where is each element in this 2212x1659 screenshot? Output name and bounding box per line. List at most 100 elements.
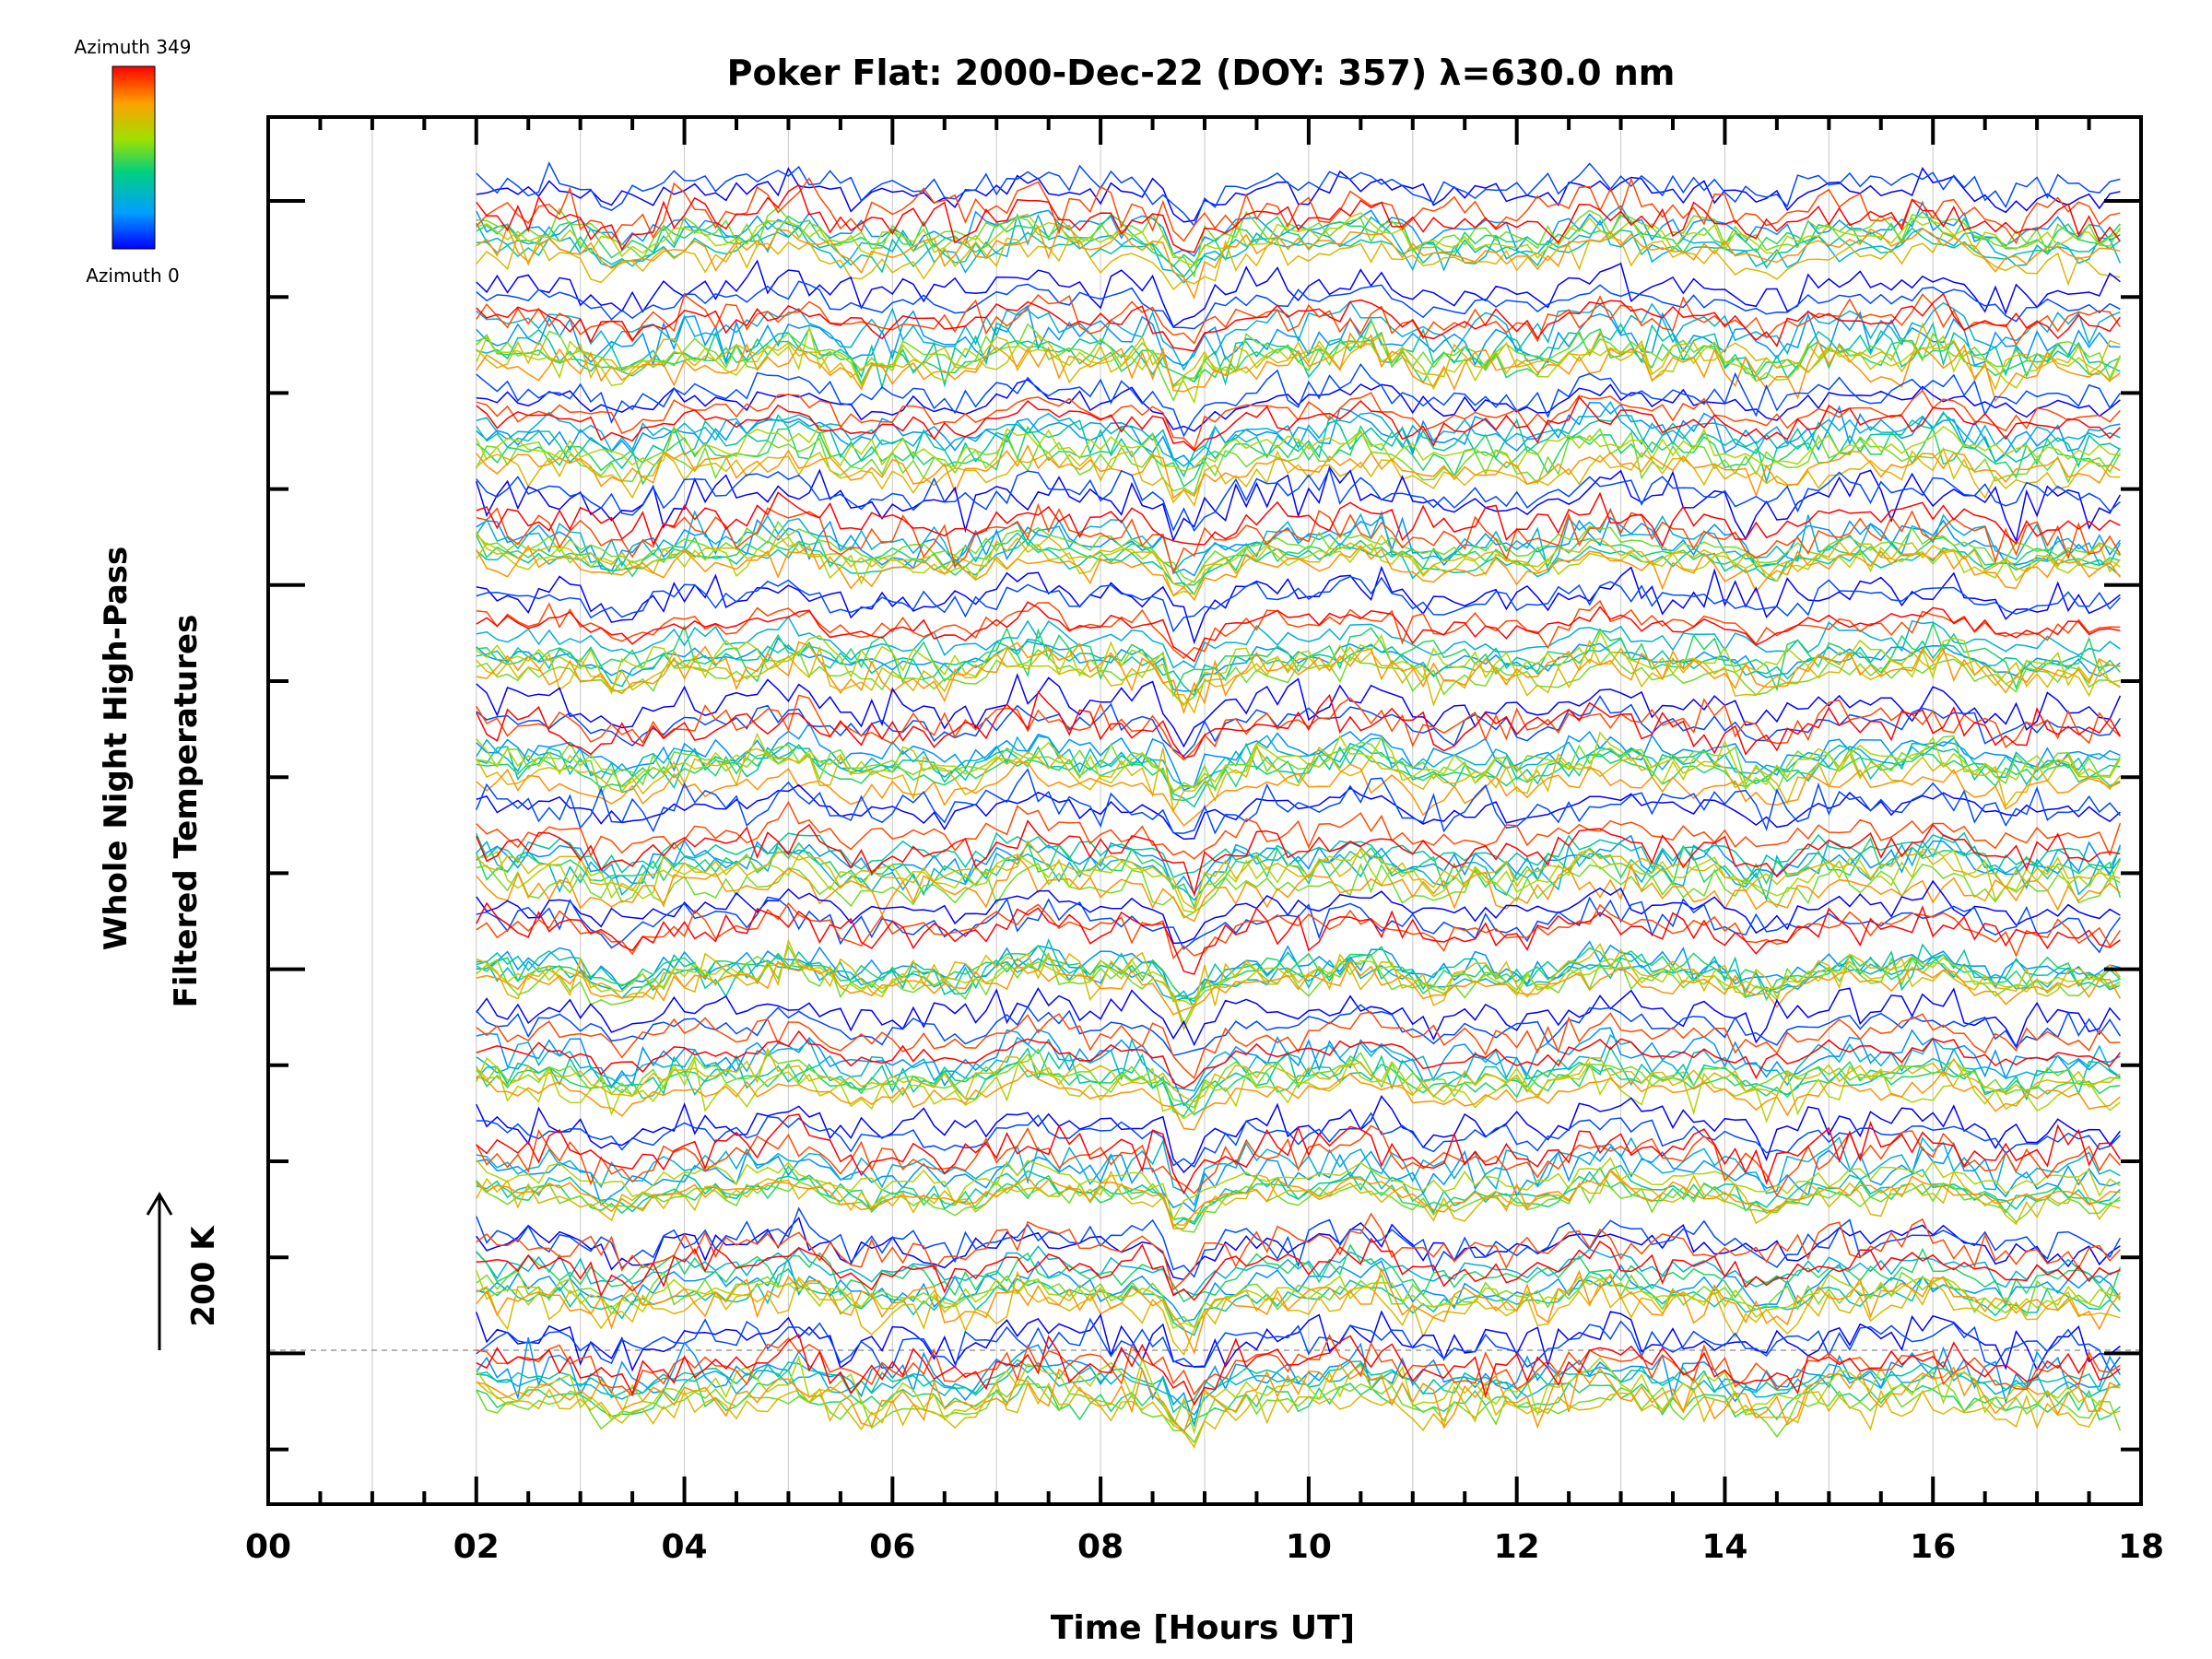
azimuth-trace	[476, 901, 2122, 960]
azimuth-trace	[476, 161, 2121, 228]
azimuth-trace	[476, 1027, 2121, 1107]
azimuth-trace	[476, 833, 2122, 902]
azimuth-trace	[476, 1053, 2121, 1124]
azimuth-trace	[476, 231, 2121, 291]
azimuth-trace	[476, 672, 2122, 748]
azimuth-trace	[476, 319, 2122, 402]
azimuth-trace	[476, 955, 2121, 1009]
colorbar-top-label: Azimuth 349	[75, 36, 192, 58]
azimuth-trace	[476, 801, 2122, 860]
azimuth-trace	[476, 545, 2122, 601]
azimuth-trace	[476, 304, 2121, 367]
azimuth-trace	[476, 1212, 2121, 1291]
azimuth-trace	[476, 1068, 2121, 1131]
scale-indicator: 200 K	[146, 1192, 222, 1350]
azimuth-trace	[476, 1112, 2121, 1169]
azimuth-trace	[476, 1310, 2121, 1372]
azimuth-trace	[476, 641, 2121, 715]
x-axis-label: Time [Hours UT]	[1051, 1609, 1355, 1647]
azimuth-trace	[476, 293, 2122, 347]
y-axis-label: Whole Night High-Pass Filtered Temperatu…	[98, 547, 205, 1008]
azimuth-trace	[476, 424, 2121, 472]
azimuth-trace	[476, 731, 2122, 794]
x-tick-label: 10	[1286, 1528, 1332, 1566]
azimuth-trace	[476, 1381, 2121, 1449]
x-tick-label: 14	[1701, 1528, 1747, 1566]
x-tick-label: 06	[869, 1528, 915, 1566]
azimuth-trace	[476, 446, 2121, 508]
azimuth-trace	[476, 1317, 2122, 1373]
azimuth-trace	[476, 1141, 2121, 1214]
x-tick-label: 04	[662, 1528, 708, 1566]
azimuth-trace	[476, 410, 2121, 485]
azimuth-trace	[476, 959, 2122, 1016]
x-tick-label: 12	[1494, 1528, 1540, 1566]
azimuth-trace	[476, 639, 2121, 714]
chart-title: Poker Flat: 2000-Dec-22 (DOY: 357) λ=630…	[727, 53, 1676, 93]
azimuth-trace	[476, 854, 2121, 923]
azimuth-trace	[476, 575, 2121, 633]
azimuth-trace	[476, 629, 2121, 707]
azimuth-trace	[476, 535, 2121, 597]
x-tick-label: 00	[245, 1528, 291, 1566]
azimuth-trace	[476, 1270, 2121, 1357]
azimuth-trace	[476, 1170, 2121, 1230]
azimuth-trace	[476, 166, 2121, 223]
azimuth-trace	[476, 537, 2121, 596]
x-tick-label: 18	[2118, 1528, 2164, 1566]
azimuth-trace	[476, 444, 2121, 500]
azimuth-trace	[476, 1169, 2121, 1226]
azimuth-trace	[476, 300, 2121, 371]
azimuth-trace	[476, 859, 2121, 919]
y-axis-ticks	[268, 199, 2141, 1452]
azimuth-trace	[476, 1243, 2122, 1308]
azimuth-trace	[476, 601, 2121, 663]
azimuth-trace	[476, 1047, 2121, 1103]
azimuth-trace	[476, 1259, 2122, 1323]
azimuth-trace	[476, 520, 2121, 583]
azimuth-trace	[476, 1363, 2121, 1434]
azimuth-trace	[476, 322, 2121, 391]
x-tick-label: 02	[453, 1528, 500, 1566]
azimuth-trace	[476, 379, 2121, 432]
azimuth-trace	[476, 944, 2121, 1002]
azimuth-trace	[476, 746, 2121, 814]
azimuth-trace	[476, 937, 2121, 1003]
azimuth-trace	[476, 848, 2122, 913]
azimuth-trace	[476, 1004, 2122, 1057]
azimuth-trace	[476, 177, 2121, 245]
azimuth-trace	[476, 1030, 2121, 1089]
azimuth-trace	[476, 783, 2121, 841]
azimuth-trace	[476, 1269, 2121, 1329]
azimuth-trace	[476, 362, 2122, 438]
scale-label: 200 K	[185, 1225, 222, 1327]
azimuth-trace	[476, 259, 2121, 328]
azimuth-trace	[476, 695, 2122, 758]
azimuth-trace	[476, 467, 2121, 533]
azimuth-trace	[476, 819, 2121, 898]
azimuth-trace	[476, 565, 2121, 645]
azimuth-trace	[476, 1369, 2121, 1432]
azimuth-trace	[476, 768, 2121, 835]
azimuth-trace	[476, 1054, 2121, 1118]
azimuth-trace	[476, 395, 2121, 452]
azimuth-trace	[476, 183, 2122, 253]
azimuth-trace	[476, 1124, 2121, 1197]
azimuth-trace	[476, 938, 2121, 1031]
trace-lines	[476, 161, 2122, 1449]
azimuth-trace	[476, 1245, 2121, 1296]
azimuth-trace	[476, 212, 2122, 284]
azimuth-trace	[476, 206, 2122, 278]
azimuth-trace	[476, 1237, 2121, 1301]
azimuth-trace	[476, 840, 2121, 911]
azimuth-trace	[476, 1157, 2121, 1222]
azimuth-trace	[476, 743, 2121, 802]
azimuth-trace	[476, 224, 2121, 300]
azimuth-trace	[476, 690, 2122, 759]
azimuth-trace	[476, 1011, 2121, 1080]
scale-arrow-head	[146, 1192, 173, 1216]
azimuth-trace	[476, 616, 2121, 669]
azimuth-trace	[476, 1266, 2122, 1356]
azimuth-trace	[476, 735, 2122, 797]
